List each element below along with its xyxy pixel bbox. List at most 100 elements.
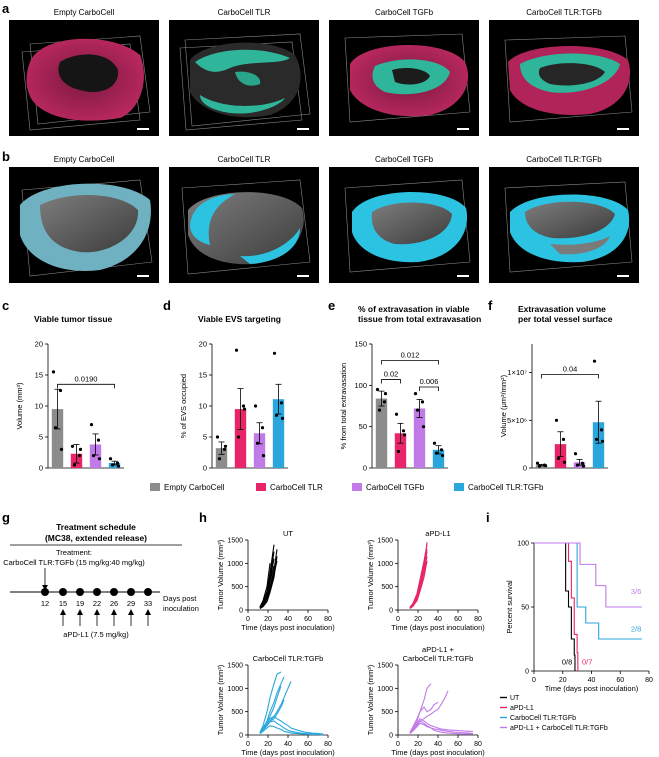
panel-label-c: c bbox=[2, 298, 9, 313]
y-tick-label: 10 bbox=[199, 402, 207, 411]
row-b-title-combo: CarboCell TLR:TGFb bbox=[526, 155, 602, 164]
x-tick-label: 80 bbox=[324, 616, 332, 623]
data-point bbox=[72, 463, 77, 467]
x-axis-label: Time (days post inoculation) bbox=[545, 684, 639, 693]
data-point bbox=[401, 429, 406, 433]
panel-label-b: b bbox=[2, 149, 10, 164]
schedule-treatment-detail: CarboCell TLR:TGFb (15 mg/kg:40 mg/kg) bbox=[3, 558, 145, 567]
significance-bracket bbox=[541, 374, 599, 379]
schedule-dot bbox=[76, 588, 84, 596]
x-tick-label: 60 bbox=[454, 616, 462, 623]
row-a-title-combo: CarboCell TLR:TGFb bbox=[526, 8, 602, 17]
schedule-dot bbox=[144, 588, 152, 596]
y-tick-label: 0 bbox=[239, 733, 243, 740]
y-tick-label: 5×10⁶ bbox=[507, 416, 527, 425]
image-b-empty bbox=[9, 167, 159, 283]
schedule-day-label: 26 bbox=[110, 599, 118, 608]
data-point bbox=[242, 407, 247, 411]
y-tick-label: 1000 bbox=[227, 686, 243, 693]
survival-legend-label: UT bbox=[510, 695, 520, 702]
data-point bbox=[115, 461, 120, 465]
row-b-title-tlr: CarboCell TLR bbox=[218, 155, 271, 164]
y-tick-label: 1000 bbox=[377, 561, 393, 568]
data-point bbox=[383, 392, 388, 396]
y-tick-label: 500 bbox=[381, 584, 393, 591]
significance-bracket bbox=[419, 386, 439, 391]
tumor-curve-7 bbox=[259, 725, 324, 736]
schedule-day-label: 19 bbox=[76, 599, 84, 608]
data-point bbox=[375, 387, 380, 392]
schedule-day-label: 15 bbox=[59, 599, 67, 608]
bar-0 bbox=[215, 448, 228, 468]
schedule-treatment-label: Treatment: bbox=[56, 548, 92, 557]
scale-bar bbox=[137, 128, 149, 130]
survival-curve-3 bbox=[534, 542, 642, 608]
tumor-curve-5 bbox=[409, 720, 473, 735]
bar-0 bbox=[375, 398, 388, 468]
apd-arrow bbox=[77, 609, 83, 615]
survival-curve-2 bbox=[534, 542, 642, 640]
x-tick-label: 80 bbox=[474, 616, 482, 623]
data-point bbox=[53, 426, 58, 430]
image-b-tlr bbox=[169, 167, 319, 283]
bar-0 bbox=[535, 465, 548, 468]
scale-bar bbox=[457, 275, 469, 277]
y-tick-label: 500 bbox=[231, 584, 243, 591]
x-tick-label: 0 bbox=[532, 677, 536, 684]
apd-arrow bbox=[94, 609, 100, 615]
legend-swatch-combo bbox=[454, 483, 464, 491]
x-tick-label: 0 bbox=[396, 741, 400, 748]
chart-title: aPD-L1 bbox=[425, 529, 450, 538]
p-value: 0.006 bbox=[420, 377, 439, 386]
image-a-combo bbox=[489, 20, 639, 136]
x-tick-label: 60 bbox=[616, 677, 624, 684]
schedule-day-label: 22 bbox=[93, 599, 101, 608]
bar-1 bbox=[234, 409, 247, 468]
y-tick-label: 1500 bbox=[227, 538, 243, 545]
schedule-dot bbox=[110, 588, 118, 596]
apd-arrow bbox=[145, 609, 151, 615]
apd-arrow bbox=[111, 609, 117, 615]
data-point bbox=[556, 456, 561, 461]
x-tick-label: 20 bbox=[264, 741, 272, 748]
survival-annotation: 3/6 bbox=[631, 587, 641, 596]
chart-title: Viable EVS targeting bbox=[198, 314, 281, 324]
panel-label-d: d bbox=[163, 298, 171, 313]
treatment-arrow bbox=[42, 585, 48, 590]
row-a-title-tlr: CarboCell TLR bbox=[218, 8, 271, 17]
tumor-curve-0 bbox=[259, 671, 282, 733]
tumor-curve-5 bbox=[259, 563, 271, 607]
data-point bbox=[97, 457, 102, 461]
survival-legend-label: aPD-L1 + CarboCell TLR:TGFb bbox=[510, 725, 608, 732]
data-point bbox=[234, 348, 239, 352]
chart-title: Extravasation volume bbox=[518, 304, 606, 314]
data-point bbox=[415, 408, 420, 412]
survival-curve-0 bbox=[534, 542, 576, 671]
y-tick-label: 0 bbox=[239, 608, 243, 615]
data-point bbox=[91, 454, 96, 458]
bar-2 bbox=[413, 408, 426, 468]
bar-2 bbox=[253, 433, 266, 468]
data-point bbox=[70, 444, 75, 448]
y-tick-label: 50 bbox=[359, 422, 367, 431]
schedule-apd-label: aPD-L1 (7.5 mg/kg) bbox=[63, 630, 129, 639]
x-tick-label: 40 bbox=[284, 741, 292, 748]
y-tick-label: 0 bbox=[203, 464, 207, 473]
data-point bbox=[253, 404, 258, 408]
image-b-tgfb bbox=[329, 167, 479, 283]
scale-bar bbox=[457, 128, 469, 130]
data-point bbox=[279, 401, 284, 405]
chart-title: Viable tumor tissue bbox=[34, 314, 113, 324]
data-point bbox=[78, 447, 83, 451]
significance-bracket bbox=[381, 360, 439, 365]
data-point bbox=[580, 461, 585, 465]
y-tick-label: 1000 bbox=[227, 561, 243, 568]
tumor-curve-6 bbox=[259, 565, 275, 609]
row-a-title-empty: Empty CarboCell bbox=[54, 8, 115, 17]
data-point bbox=[402, 433, 407, 437]
x-tick-label: 40 bbox=[588, 677, 596, 684]
x-axis-label: Time (days post inoculation) bbox=[241, 748, 335, 757]
x-tick-label: 0 bbox=[396, 616, 400, 623]
survival-legend-label: CarboCell TLR:TGFb bbox=[510, 715, 576, 722]
